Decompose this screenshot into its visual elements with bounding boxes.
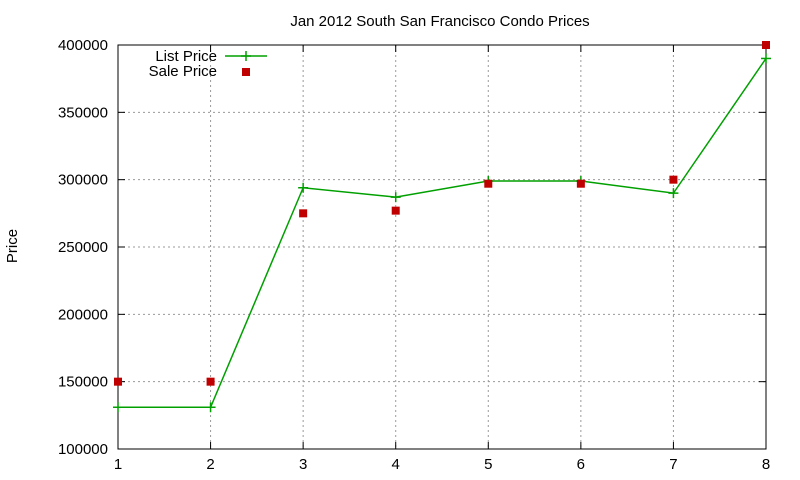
y-tick-label: 400000: [58, 37, 108, 54]
x-tick-label: 3: [299, 456, 307, 473]
sale-price-point: [669, 175, 678, 184]
sale-price-point: [299, 209, 308, 218]
list-price-line: [118, 58, 767, 409]
list-price-point: [390, 192, 401, 203]
legend: List Price Sale Price: [149, 48, 267, 80]
x-tick-label: 5: [484, 456, 492, 473]
legend-label-list-price: List Price: [155, 48, 217, 65]
sale-price-point: [484, 179, 493, 188]
y-axis-label: Price: [4, 229, 21, 263]
y-tick-label: 250000: [58, 239, 108, 256]
sale-price-point: [114, 377, 122, 386]
sale-price-point: [576, 179, 585, 188]
grid: [118, 45, 766, 449]
list-price-point: [298, 182, 309, 193]
legend-label-sale-price: Sale Price: [149, 63, 217, 80]
list-price-point: [113, 402, 123, 413]
x-tick-label: 2: [206, 456, 214, 473]
y-tick-label: 150000: [58, 374, 108, 391]
y-tick-label: 100000: [58, 441, 108, 458]
y-tick-label: 300000: [58, 172, 108, 189]
tick-labels: 1 2 3 4 5 6 7 8 100000 150000 200000 250000 300000 35…: [58, 37, 770, 473]
legend-marker-sale-price: [242, 68, 250, 76]
x-tick-label: 6: [577, 456, 585, 473]
sale-price-point: [206, 377, 215, 386]
list-price-point: [668, 188, 679, 199]
x-tick-label: 7: [669, 456, 677, 473]
series-layer: [113, 41, 771, 413]
chart-title: Jan 2012 South San Francisco Condo Price…: [290, 13, 589, 30]
y-tick-label: 350000: [58, 104, 108, 121]
y-tick-label: 200000: [58, 306, 108, 323]
list-price-point: [205, 402, 216, 413]
sale-price-point: [391, 206, 400, 215]
x-tick-label: 8: [762, 456, 770, 473]
list-price-point: [761, 53, 771, 64]
legend-marker-list-price: [241, 51, 251, 61]
sale-price-point: [762, 41, 770, 49]
x-tick-label: 4: [392, 456, 400, 473]
axis-ticks: [117, 44, 767, 450]
x-tick-label: 1: [114, 456, 122, 473]
